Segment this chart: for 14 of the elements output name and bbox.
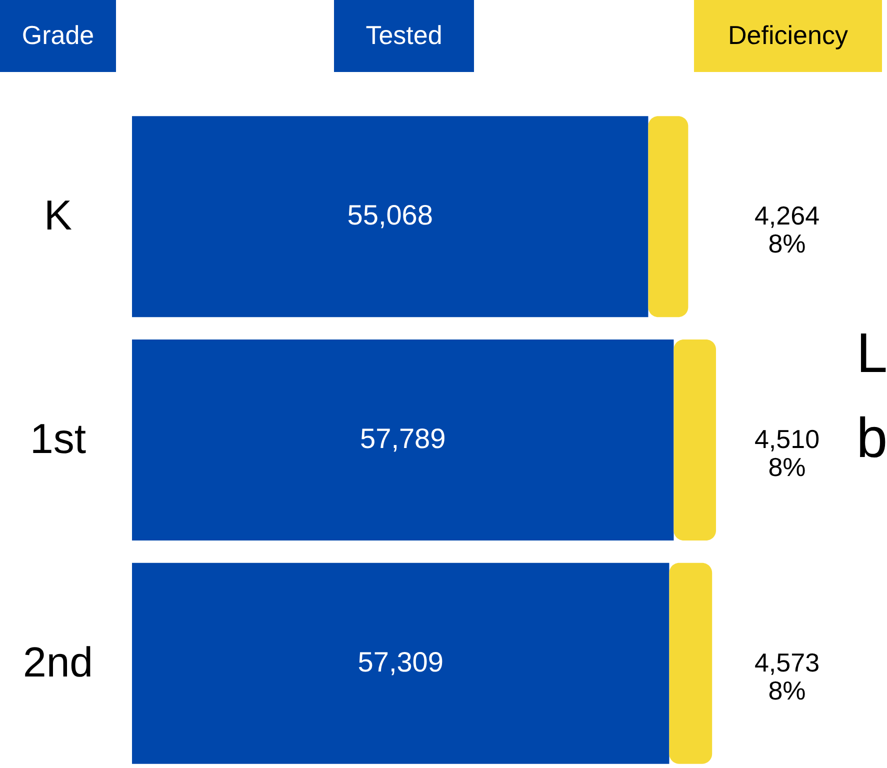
data-label: 57,309 — [358, 646, 444, 678]
data-label: 57,789 — [360, 423, 446, 454]
text: Tested — [366, 20, 442, 50]
y-tick-label: K — [44, 192, 72, 239]
data-label: 4,510 8% — [754, 424, 820, 482]
y-tick-label: 2nd — [22, 638, 94, 686]
y-tick-label: 1st — [30, 415, 86, 462]
data-label: 55,068 — [347, 200, 433, 231]
text: L — [856, 321, 887, 384]
y-axis-title: Grade — [22, 20, 94, 50]
text: Deficiency — [728, 20, 848, 50]
data-label: 4,264 8% — [754, 200, 820, 259]
data-label: 4,573 8% — [754, 647, 820, 706]
text: b — [856, 406, 887, 469]
